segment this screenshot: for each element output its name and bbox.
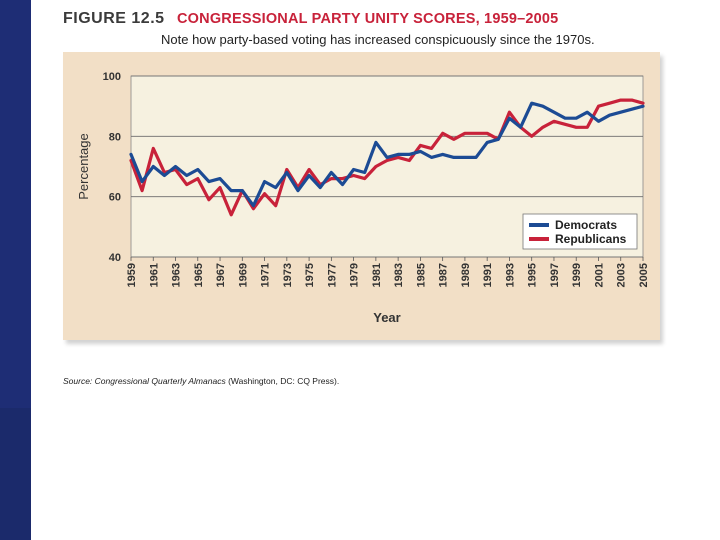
- series-lines: [129, 98, 645, 217]
- y-tick-label: 60: [109, 192, 121, 204]
- x-axis-ticks: 1959 1961 1963 1965 1967 1969 1971 1973 1975 1977…: [126, 257, 650, 287]
- x-tick-label: 1983: [393, 263, 405, 287]
- x-tick-label: 1969: [237, 263, 249, 287]
- series-line-democrats: [129, 101, 645, 208]
- x-tick-label: 1985: [415, 263, 427, 287]
- x-tick-label: 1973: [282, 263, 294, 287]
- source-label: Source:: [63, 376, 93, 386]
- x-tick-label: 1979: [349, 263, 361, 287]
- left-accent-bar: [0, 0, 31, 540]
- x-tick-label: 1961: [148, 263, 160, 287]
- figure-title: CONGRESSIONAL PARTY UNITY SCORES, 1959–2…: [177, 11, 559, 27]
- x-tick-label: 1971: [260, 263, 272, 287]
- x-tick-label: 1959: [126, 263, 138, 287]
- x-tick-label: 1977: [326, 263, 338, 287]
- x-tick-label: 1981: [371, 263, 383, 287]
- x-tick-label: 1963: [171, 263, 183, 287]
- x-axis-label: Year: [373, 310, 400, 325]
- left-accent-notch: [0, 0, 31, 408]
- y-tick-label: 40: [109, 252, 121, 264]
- x-tick-label: 1967: [215, 263, 227, 287]
- x-tick-label: 1993: [504, 263, 516, 287]
- x-tick-label: 2003: [616, 263, 628, 287]
- x-tick-label: 1975: [304, 263, 316, 287]
- x-tick-label: 1991: [482, 263, 494, 287]
- gridlines: [131, 75, 643, 258]
- legend-box: [522, 213, 638, 250]
- source-title: Congressional Quarterly Almanacs: [94, 376, 226, 386]
- y-axis-ticks: 40 60 80 100: [103, 71, 121, 264]
- legend-label-republicans: Republicans: [555, 232, 627, 246]
- figure-number: FIGURE 12.5: [63, 10, 165, 27]
- x-tick-label: 1989: [460, 263, 472, 287]
- y-tick-label: 100: [103, 71, 121, 83]
- x-tick-label: 1965: [193, 263, 205, 287]
- legend-label-democrats: Democrats: [555, 218, 617, 232]
- y-axis-label: Percentage: [76, 133, 91, 200]
- x-tick-label: 1987: [438, 263, 450, 287]
- figure-subtitle: Note how party-based voting has increase…: [161, 32, 595, 47]
- x-tick-label: 2001: [593, 263, 605, 287]
- x-tick-label: 1995: [527, 263, 539, 287]
- x-tick-label: 1999: [571, 263, 583, 287]
- x-tick-label: 2005: [638, 263, 650, 287]
- series-line-republicans: [129, 98, 645, 217]
- x-tick-label: 1997: [549, 263, 561, 287]
- source-note: Source: Congressional Quarterly Almanacs…: [63, 376, 339, 386]
- y-tick-label: 80: [109, 131, 121, 143]
- source-publisher: (Washington, DC: CQ Press).: [225, 376, 340, 386]
